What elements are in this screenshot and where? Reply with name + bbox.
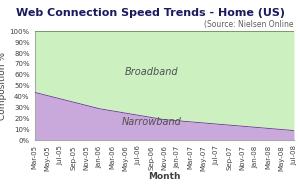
Text: Narrowband: Narrowband <box>121 117 181 127</box>
Text: Web Connection Speed Trends - Home (US): Web Connection Speed Trends - Home (US) <box>16 8 284 18</box>
X-axis label: Month: Month <box>148 172 181 181</box>
Text: (Source: Nielsen Online: (Source: Nielsen Online <box>205 20 294 29</box>
Y-axis label: Composition %: Composition % <box>0 52 7 120</box>
Text: Broadband: Broadband <box>124 67 178 77</box>
